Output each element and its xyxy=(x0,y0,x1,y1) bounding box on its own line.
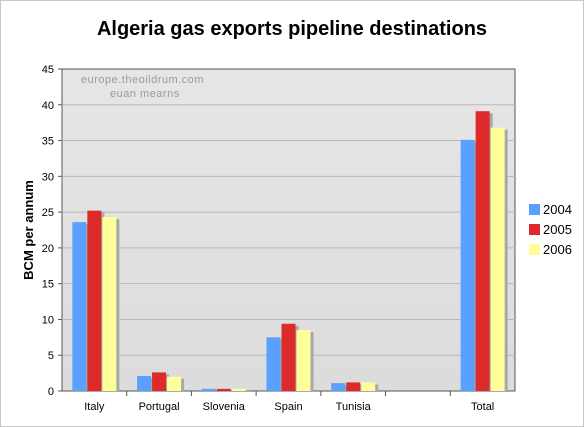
y-tick-label: 40 xyxy=(42,100,54,112)
y-tick-label: 0 xyxy=(48,386,54,398)
bar-2004-Italy xyxy=(72,222,87,391)
gridlines xyxy=(62,104,515,356)
y-tick-label: 25 xyxy=(42,207,54,219)
legend: 2004 2005 2006 xyxy=(529,202,572,257)
x-axis-categories: Italy Portugal Slovenia Spain Tunisia Total xyxy=(84,391,494,413)
bar-2005-Portugal xyxy=(152,372,167,391)
y-tick-label: 20 xyxy=(42,243,54,255)
bar-2005-Slovenia xyxy=(216,388,231,391)
x-category-label: Total xyxy=(471,401,494,413)
y-axis-ticks: 0 5 10 15 20 25 30 35 40 45 xyxy=(42,64,62,398)
y-tick-label: 5 xyxy=(48,350,54,362)
bar-2004-Spain xyxy=(266,337,281,391)
legend-label: 2006 xyxy=(543,242,572,257)
bars xyxy=(72,111,508,392)
y-axis-label: BCM per annum xyxy=(21,180,36,280)
x-category-label: Portugal xyxy=(139,401,180,413)
x-category-label: Italy xyxy=(84,401,105,413)
legend-label: 2005 xyxy=(543,222,572,237)
chart-title: Algeria gas exports pipeline destination… xyxy=(96,18,488,40)
bar-2004-Slovenia xyxy=(201,388,216,391)
bar-2005-Tunisia xyxy=(346,382,361,391)
watermark-line-1: europe.theoildrum.com xyxy=(81,74,204,86)
watermark-line-2: euan mearns xyxy=(110,88,180,100)
bar-2004-Total xyxy=(460,139,475,391)
y-tick-label: 35 xyxy=(42,136,54,148)
y-tick-label: 45 xyxy=(42,64,54,76)
legend-swatch-2006 xyxy=(529,244,540,255)
bar-2005-Spain xyxy=(281,323,296,391)
bar-2006-Spain xyxy=(296,330,311,391)
legend-label: 2004 xyxy=(543,202,572,217)
legend-swatch-2004 xyxy=(529,204,540,215)
bar-2005-Total xyxy=(475,111,490,392)
y-tick-label: 15 xyxy=(42,279,54,291)
bar-2006-Portugal xyxy=(167,376,182,391)
bar-2004-Tunisia xyxy=(331,383,346,391)
legend-swatch-2005 xyxy=(529,224,540,235)
x-category-label: Slovenia xyxy=(203,401,246,413)
bar-2006-Slovenia xyxy=(231,388,246,391)
bar-2006-Total xyxy=(490,127,505,392)
x-category-label: Spain xyxy=(274,401,302,413)
bar-2005-Italy xyxy=(87,210,102,391)
bar-2004-Portugal xyxy=(137,375,152,391)
bar-2006-Italy xyxy=(102,217,117,391)
y-tick-label: 30 xyxy=(42,171,54,183)
x-category-label: Tunisia xyxy=(336,401,372,413)
bar-2006-Tunisia xyxy=(361,382,376,391)
y-tick-label: 10 xyxy=(42,314,54,326)
